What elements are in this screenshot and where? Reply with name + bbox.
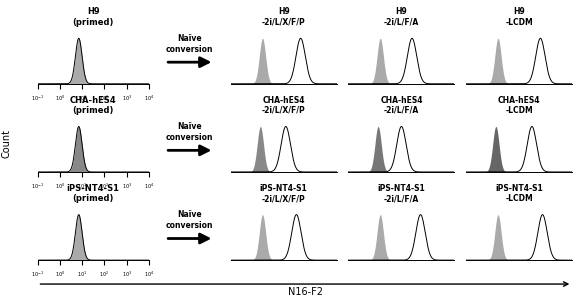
Title: CHA-hES4
-2i/L/F/A: CHA-hES4 -2i/L/F/A bbox=[380, 96, 423, 115]
Title: H9
-2i/L/F/A: H9 -2i/L/F/A bbox=[384, 7, 419, 27]
Text: Naïve
conversion: Naïve conversion bbox=[166, 210, 213, 230]
Text: Count: Count bbox=[2, 129, 12, 158]
Title: iPS-NT4-S1
-2i/L/X/F/P: iPS-NT4-S1 -2i/L/X/F/P bbox=[260, 184, 307, 203]
Title: CHA-hES4
(primed): CHA-hES4 (primed) bbox=[70, 96, 117, 115]
Title: iPS-NT4-S1
-2i/L/F/A: iPS-NT4-S1 -2i/L/F/A bbox=[377, 184, 425, 203]
Text: Naïve
conversion: Naïve conversion bbox=[166, 34, 213, 54]
Title: H9
-2i/L/X/F/P: H9 -2i/L/X/F/P bbox=[262, 7, 306, 27]
Title: CHA-hES4
-2i/L/X/F/P: CHA-hES4 -2i/L/X/F/P bbox=[262, 96, 306, 115]
Title: iPS-NT4-S1
(primed): iPS-NT4-S1 (primed) bbox=[66, 184, 120, 203]
Text: Naïve
conversion: Naïve conversion bbox=[166, 122, 213, 142]
Text: N16-F2: N16-F2 bbox=[288, 286, 323, 297]
Title: H9
-LCDM: H9 -LCDM bbox=[505, 7, 533, 27]
Title: iPS-NT4-S1
-LCDM: iPS-NT4-S1 -LCDM bbox=[495, 184, 543, 203]
Title: CHA-hES4
-LCDM: CHA-hES4 -LCDM bbox=[498, 96, 540, 115]
Title: H9
(primed): H9 (primed) bbox=[73, 7, 114, 27]
